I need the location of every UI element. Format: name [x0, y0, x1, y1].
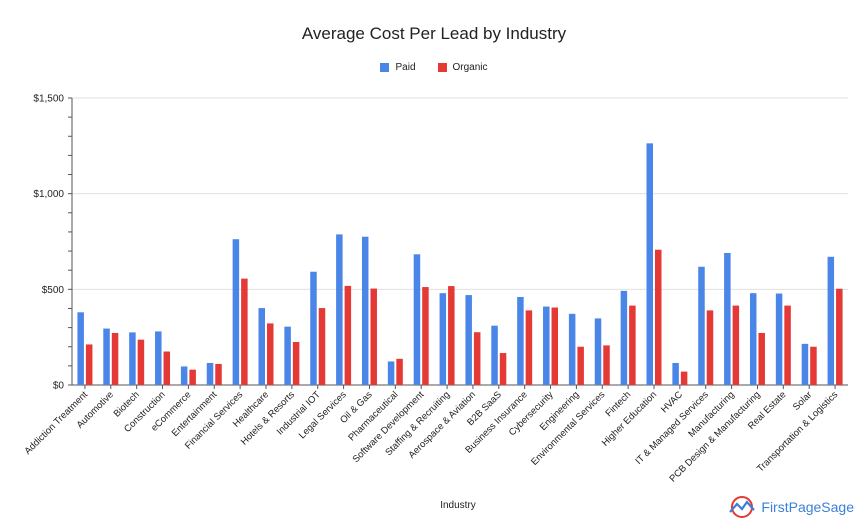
- bar-paid: [620, 290, 628, 385]
- bar-organic: [396, 358, 403, 385]
- bar-organic: [422, 287, 429, 385]
- bar-paid: [775, 293, 783, 385]
- legend-label-organic: Organic: [452, 62, 488, 73]
- bar-paid: [465, 295, 472, 385]
- bar-organic: [344, 285, 352, 385]
- bar-paid: [387, 361, 395, 385]
- bar-organic: [680, 371, 688, 385]
- sage-logo-icon: [729, 496, 756, 518]
- brand-logo: FirstPageSage: [727, 496, 854, 518]
- bar-paid: [698, 266, 705, 385]
- legend: Paid Organic: [0, 62, 868, 73]
- bar-paid: [103, 328, 110, 385]
- bar-organic: [189, 369, 196, 385]
- bar-paid: [724, 252, 731, 385]
- bar-organic: [111, 332, 119, 385]
- bar-organic: [85, 344, 93, 385]
- bar-paid: [543, 306, 550, 385]
- bar-organic: [215, 363, 222, 385]
- legend-item-paid: Paid: [380, 62, 416, 73]
- y-tick-label: $1,500: [33, 94, 64, 105]
- bar-paid: [827, 256, 835, 385]
- legend-label-paid: Paid: [395, 62, 416, 73]
- bar-paid: [232, 239, 240, 385]
- bar-paid: [361, 236, 369, 385]
- bar-paid: [413, 254, 421, 385]
- bar-paid: [568, 313, 576, 385]
- legend-item-organic: Organic: [437, 62, 488, 73]
- bar-organic: [137, 339, 145, 385]
- bar-organic: [473, 332, 481, 385]
- y-tick-label: $500: [42, 285, 65, 296]
- bar-paid: [801, 343, 809, 385]
- bar-organic: [784, 305, 791, 385]
- bar-paid: [336, 234, 343, 385]
- bar-paid: [672, 362, 679, 385]
- y-tick-label: $0: [53, 381, 65, 392]
- bar-organic: [370, 288, 377, 385]
- bar-paid: [310, 271, 317, 385]
- bar-paid: [646, 143, 653, 385]
- bar-organic: [603, 345, 610, 385]
- bar-organic: [318, 308, 326, 385]
- brand-logo-text: FirstPageSage: [761, 499, 854, 515]
- bar-organic: [551, 307, 559, 385]
- bar-organic: [836, 288, 843, 385]
- bar-paid: [749, 293, 757, 385]
- bar-paid: [594, 318, 602, 385]
- bar-organic: [163, 351, 171, 385]
- bar-paid: [155, 331, 162, 385]
- y-tick-label: $1,000: [33, 189, 64, 200]
- bar-paid: [517, 296, 524, 385]
- x-tick-label: Solar: [791, 389, 814, 412]
- chart-title: Average Cost Per Lead by Industry: [301, 24, 567, 43]
- bar-organic: [629, 305, 636, 385]
- x-axis-label: Industry: [440, 500, 476, 511]
- bar-paid: [77, 312, 84, 385]
- bar-organic: [706, 310, 714, 385]
- bar-paid: [129, 332, 136, 385]
- bar-organic: [732, 305, 740, 385]
- legend-swatch-organic: [437, 63, 447, 72]
- bar-paid: [439, 293, 447, 385]
- bar-organic: [499, 353, 507, 385]
- bar-organic: [448, 286, 455, 385]
- bar-organic: [292, 341, 300, 385]
- bar-paid: [180, 366, 188, 385]
- bar-paid: [491, 325, 498, 385]
- bar-organic: [267, 323, 274, 385]
- bar-organic: [577, 346, 584, 385]
- bar-organic: [758, 332, 765, 385]
- bar-paid: [206, 362, 214, 385]
- bar-organic: [810, 346, 817, 385]
- bar-paid: [284, 326, 291, 385]
- bar-organic: [655, 249, 662, 385]
- bar-organic: [241, 278, 248, 385]
- legend-swatch-paid: [380, 63, 390, 72]
- bar-paid: [258, 308, 265, 385]
- bar-organic: [525, 310, 533, 385]
